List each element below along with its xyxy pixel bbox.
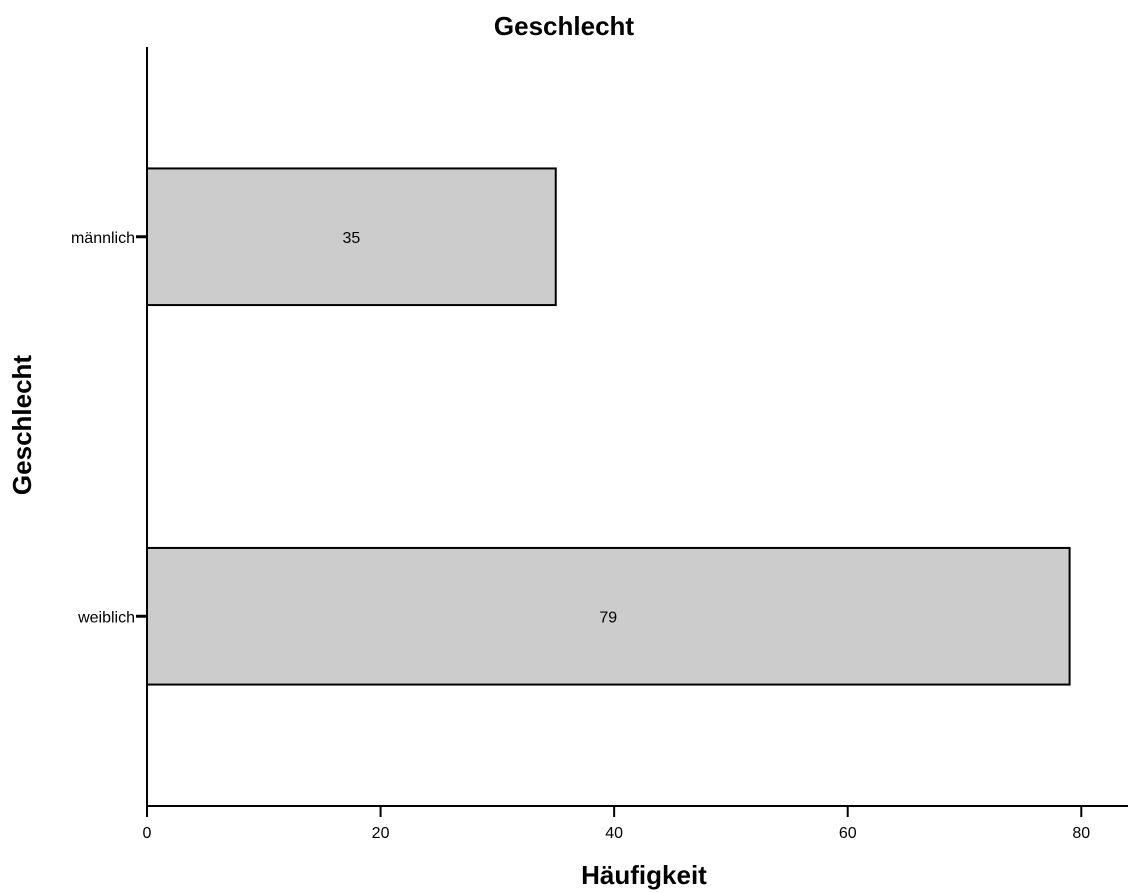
x-axis-title: Häufigkeit: [581, 860, 707, 890]
bar-weiblich: [146, 546, 1071, 686]
chart-title: Geschlecht: [494, 11, 635, 41]
bar-männlich: [146, 167, 557, 307]
x-tick-label: 0: [143, 825, 152, 842]
x-axis-ticks: 0 20 40 60 80: [143, 806, 1090, 842]
x-tick-label: 40: [605, 825, 623, 842]
x-tick-label: 20: [372, 825, 390, 842]
y-tick-label: männlich: [71, 230, 135, 247]
data-label-männlich: 35: [342, 230, 360, 247]
x-tick-label: 80: [1072, 825, 1090, 842]
bars-group: 35 79: [146, 167, 1071, 686]
y-axis-title: Geschlecht: [7, 355, 37, 496]
x-tick-label: 60: [839, 825, 857, 842]
y-tick-label: weiblich: [77, 609, 135, 626]
data-label-weiblich: 79: [599, 609, 617, 626]
y-axis-ticks: männlich weiblich: [71, 230, 147, 626]
